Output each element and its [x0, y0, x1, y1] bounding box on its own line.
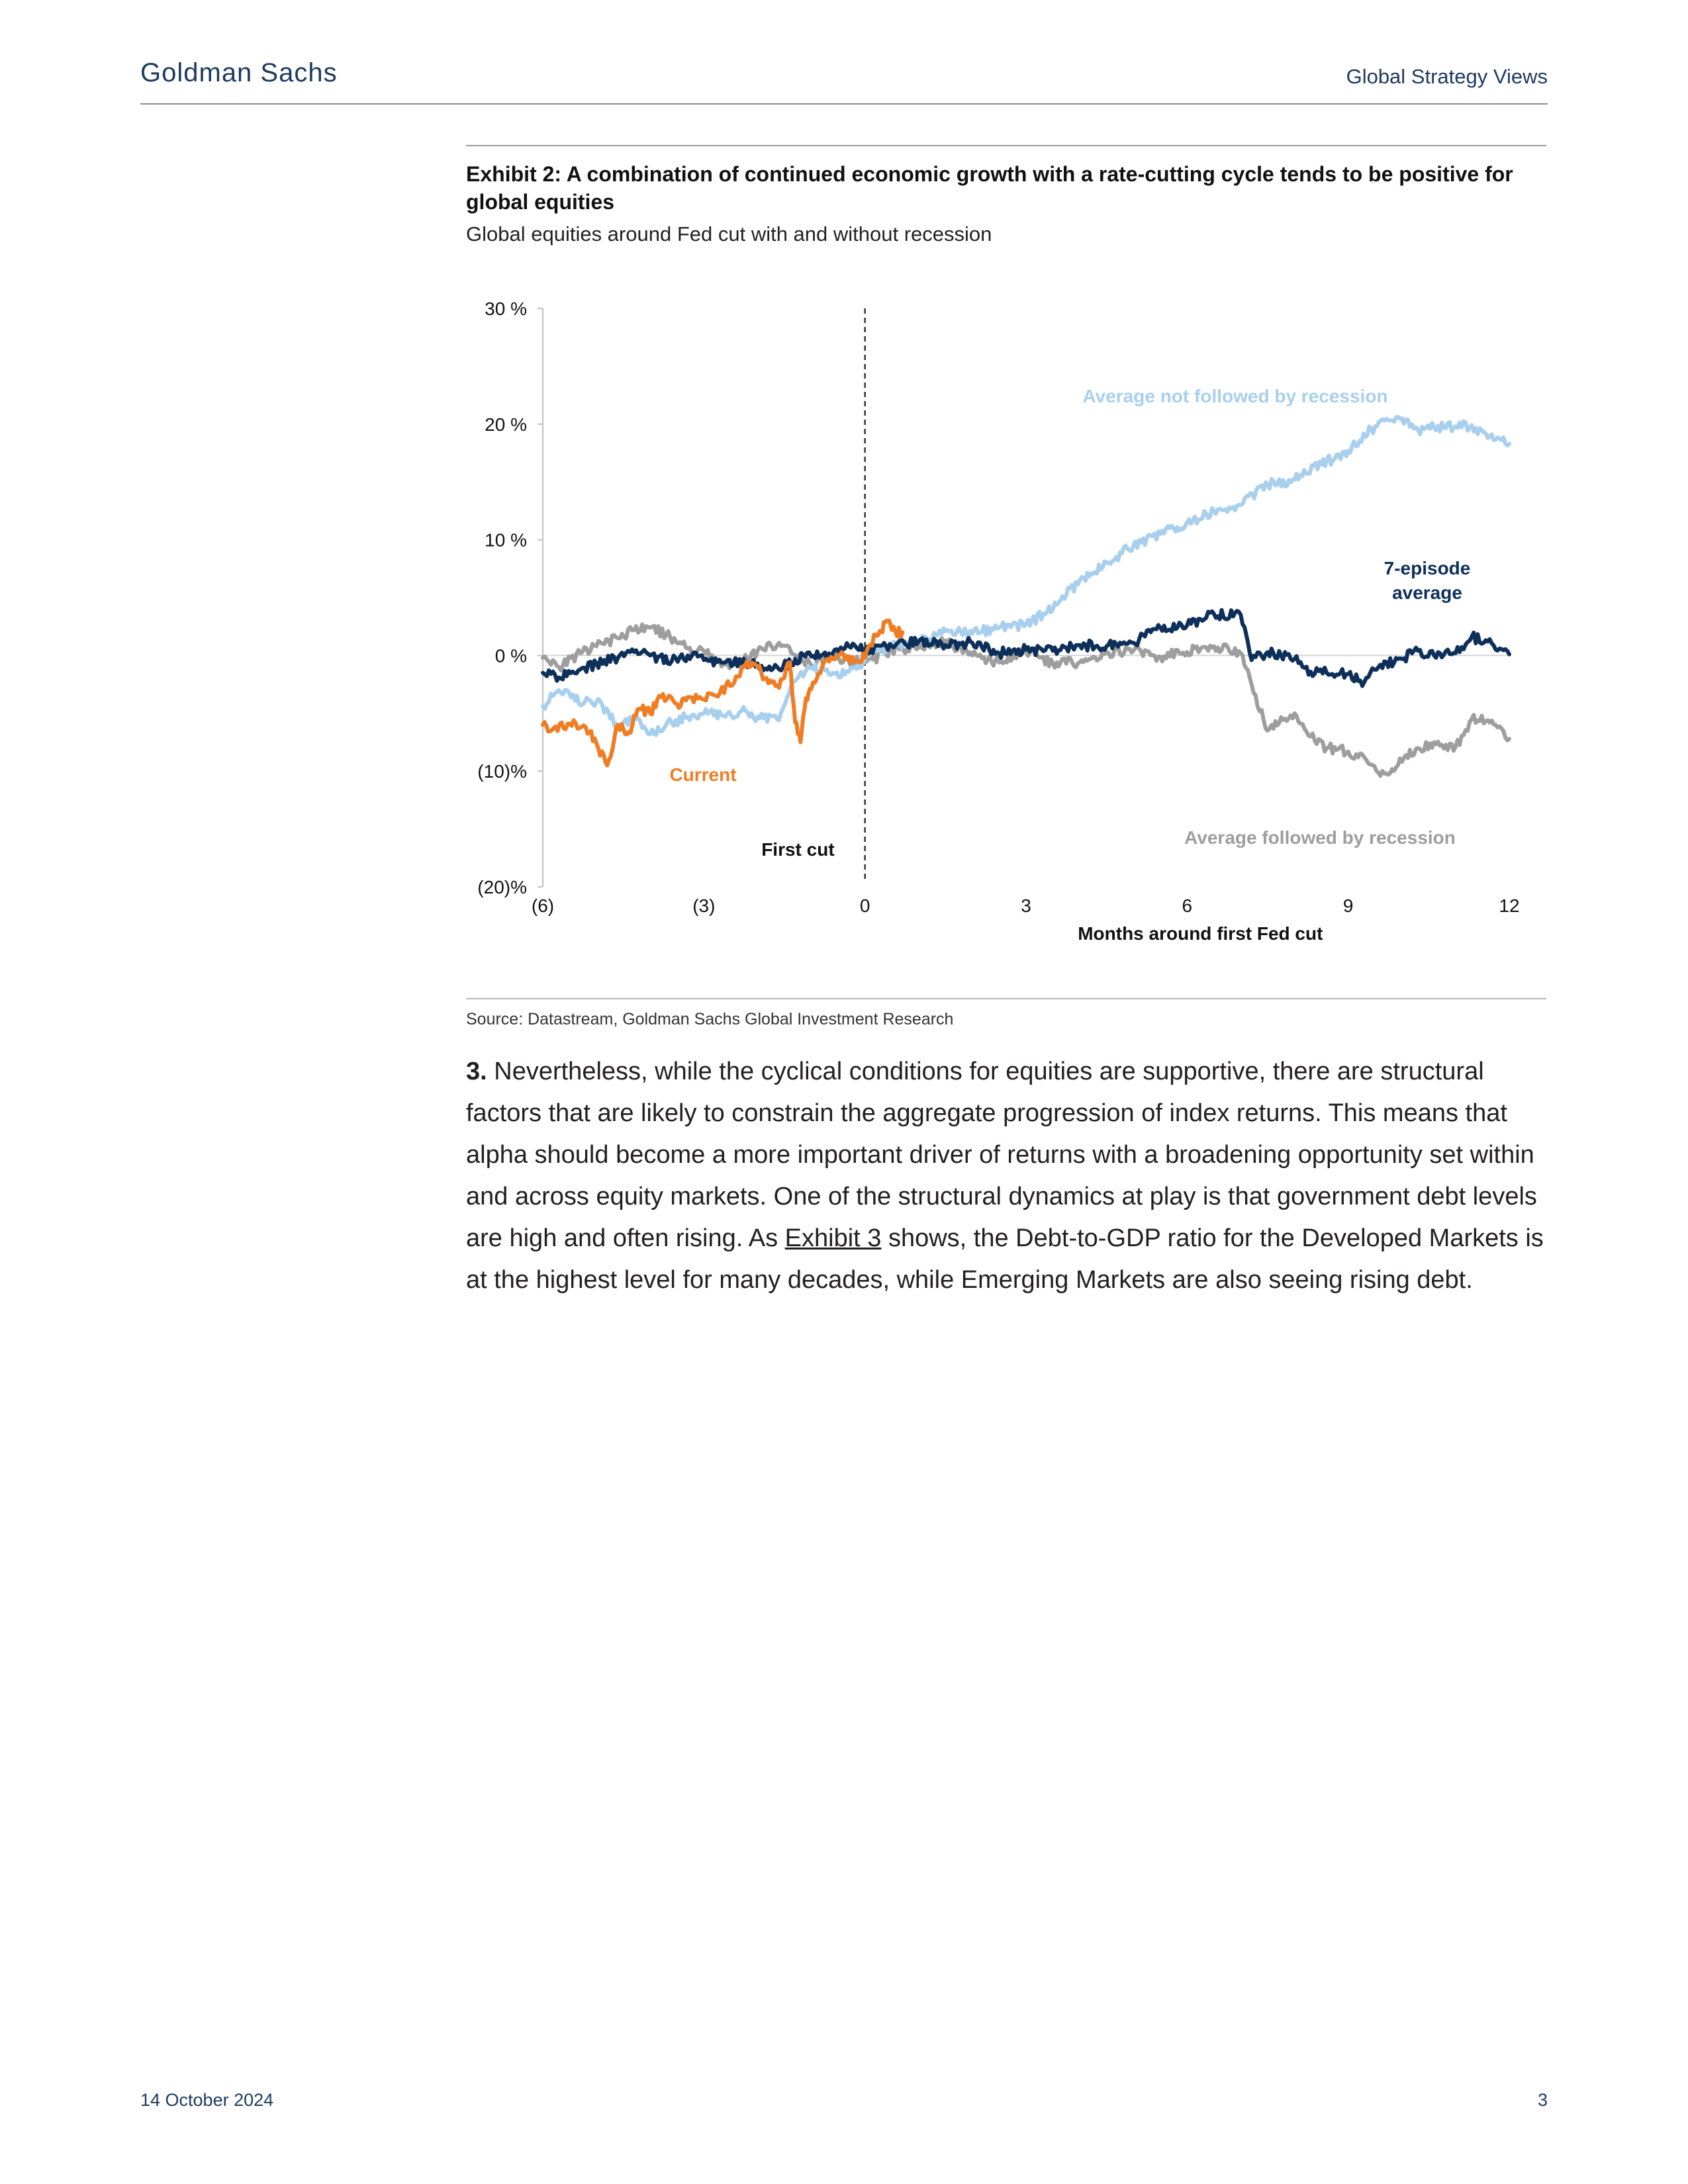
series-line — [541, 618, 905, 768]
body-paragraph: 3. Nevertheless, while the cyclical cond… — [466, 1051, 1552, 1301]
series-annotation: Average not followed by recession — [1082, 386, 1387, 406]
series-annotation: 7-episode — [1384, 558, 1471, 578]
x-tick-label: 12 — [1499, 895, 1519, 916]
y-tick-label: (20)% — [477, 877, 527, 897]
x-tick-label: 9 — [1343, 895, 1354, 916]
x-tick-label: (3) — [692, 895, 715, 916]
first-cut-label: First cut — [761, 839, 834, 860]
series-annotation: average — [1392, 582, 1462, 603]
exhibit-3-link[interactable]: Exhibit 3 — [784, 1224, 882, 1252]
y-tick-label: 20 % — [485, 414, 527, 435]
y-tick-label: 10 % — [485, 530, 527, 551]
series-annotation: Current — [669, 764, 736, 785]
exhibit-subtitle: Global equities around Fed cut with and … — [466, 222, 992, 246]
series-line — [541, 415, 1511, 737]
series-line — [541, 622, 1511, 778]
header-divider — [140, 103, 1548, 105]
paragraph-text-after: shows, the Debt-to-GDP ratio for the Dev… — [466, 1224, 1544, 1294]
source-note: Source: Datastream, Goldman Sachs Global… — [466, 1010, 954, 1028]
y-tick-label: 30 % — [485, 298, 527, 319]
chart-area: (20)% (10)% 0 % 10 % 20 % 30 % (6) (3) 0 3 6 9 12 Mon… — [466, 278, 1546, 966]
x-tick-label: 0 — [860, 895, 870, 916]
x-tick-label: 6 — [1182, 895, 1193, 916]
page-number: 3 — [1537, 2090, 1548, 2110]
brand-name: Goldman Sachs — [140, 58, 338, 87]
series-annotation: Average followed by recession — [1184, 827, 1456, 848]
exhibit-title: Exhibit 2: A combination of continued ec… — [466, 162, 1513, 214]
series-line — [541, 608, 1511, 688]
exhibit-top-divider — [466, 145, 1546, 146]
x-tick-label: (6) — [532, 895, 554, 916]
line-chart: (20)% (10)% 0 % 10 % 20 % 30 % (6) (3) 0 3 6 9 12 Mon… — [477, 298, 1519, 944]
paragraph-text-before: Nevertheless, while the cyclical conditi… — [466, 1058, 1537, 1252]
exhibit-bottom-divider — [466, 998, 1546, 999]
y-tick-label: (10)% — [477, 761, 527, 782]
x-axis-title: Months around first Fed cut — [1078, 923, 1323, 944]
section-title: Global Strategy Views — [1346, 65, 1548, 88]
paragraph-number: 3. — [466, 1058, 487, 1085]
y-tick-label: 0 % — [495, 645, 527, 666]
x-tick-label: 3 — [1021, 895, 1031, 916]
footer-date: 14 October 2024 — [140, 2090, 274, 2110]
